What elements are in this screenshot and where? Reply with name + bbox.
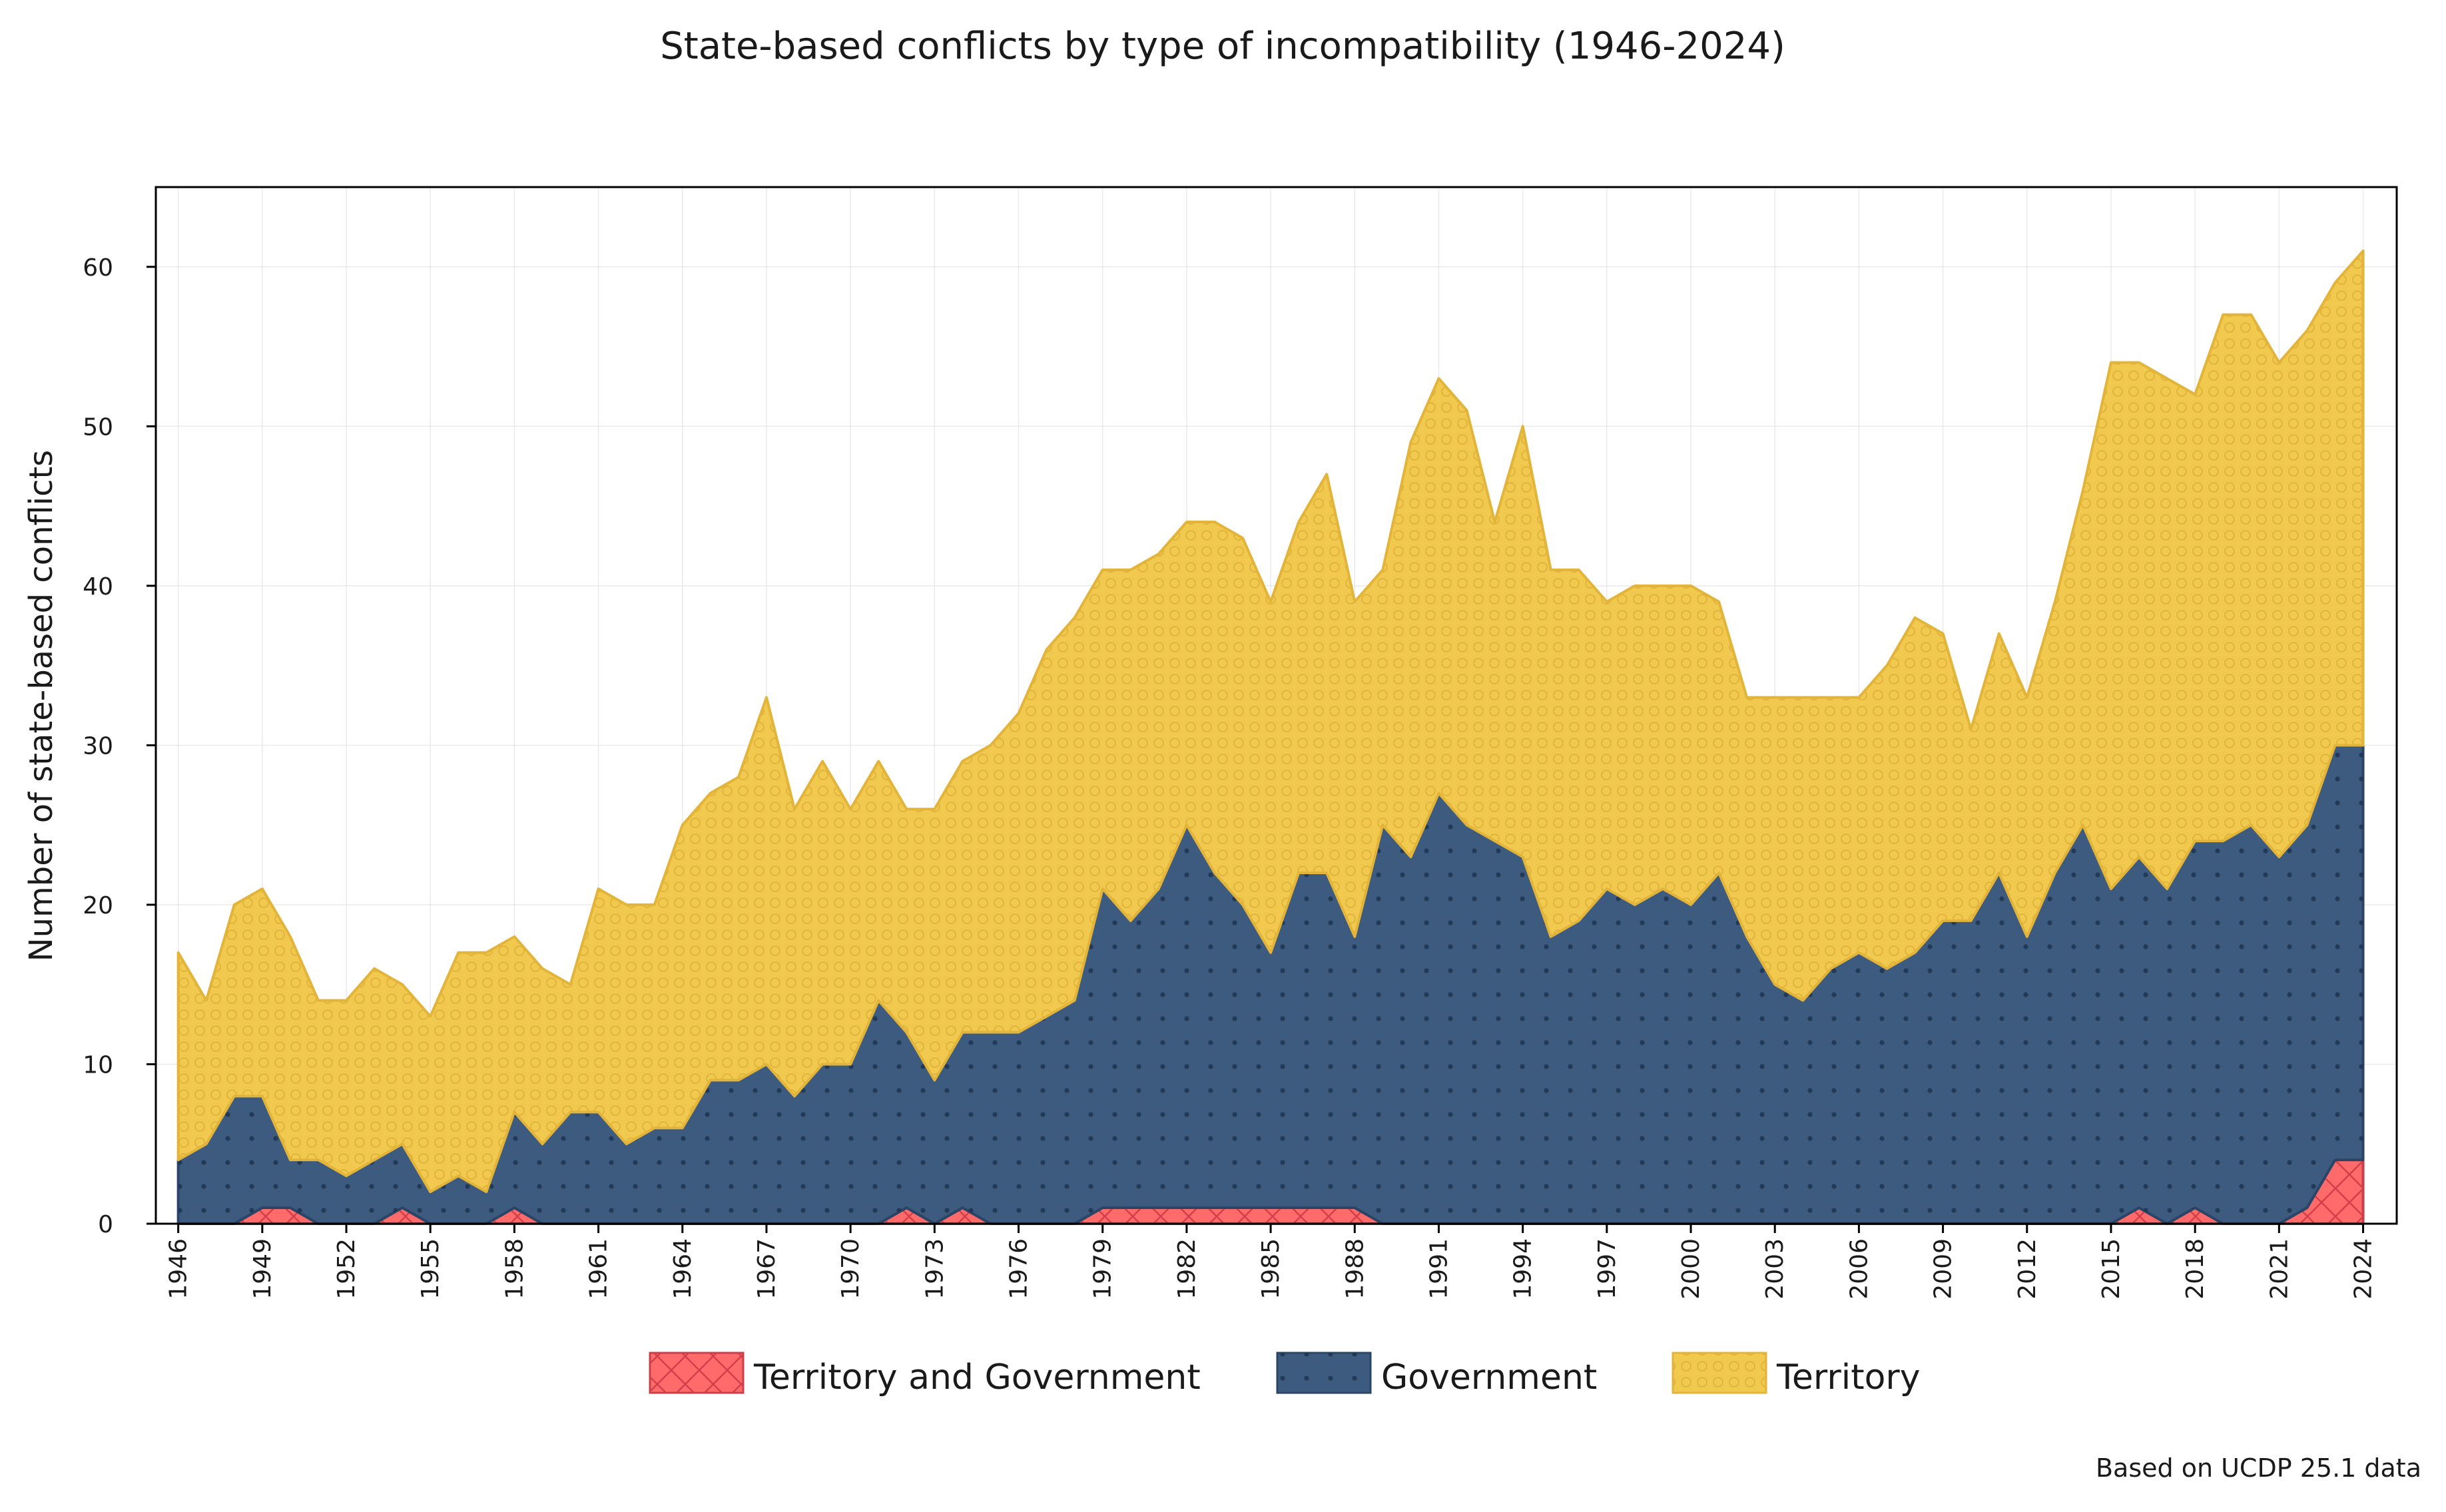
y-tick-label-40: 40 — [83, 573, 113, 601]
area-pattern-territory — [178, 250, 2363, 1192]
x-tick-label-1973: 1973 — [921, 1238, 948, 1300]
legend-swatch-pattern-crosshatch — [650, 1353, 743, 1393]
legend-label-government: Government — [1381, 1358, 1597, 1397]
x-tick-label-1970: 1970 — [837, 1238, 864, 1300]
legend-item-territory: Territory — [1672, 1352, 1921, 1397]
x-tick-label-2006: 2006 — [1845, 1238, 1873, 1300]
legend-swatch-pattern-circles — [1673, 1353, 1766, 1393]
source-caption: Based on UCDP 25.1 data — [2096, 1453, 2421, 1483]
y-tick-label-50: 50 — [83, 413, 113, 441]
x-tick-label-1979: 1979 — [1089, 1238, 1117, 1300]
x-tick-label-1994: 1994 — [1510, 1238, 1537, 1300]
area-pattern-territory-and-government — [178, 1160, 2363, 1224]
x-tick-label-1949: 1949 — [249, 1238, 276, 1300]
y-tick-label-60: 60 — [83, 254, 113, 282]
x-tick-label-2009: 2009 — [1930, 1238, 1957, 1300]
x-tick-label-1955: 1955 — [417, 1238, 444, 1300]
x-tick-label-1982: 1982 — [1173, 1238, 1201, 1300]
x-tick-label-2000: 2000 — [1678, 1238, 1705, 1300]
x-tick-label-1976: 1976 — [1006, 1238, 1033, 1300]
x-tick-label-1964: 1964 — [669, 1238, 697, 1300]
plot-frame — [154, 186, 2398, 1225]
x-tick-label-2012: 2012 — [2014, 1238, 2041, 1300]
legend: Territory and Government Government Terr… — [649, 1352, 1921, 1397]
y-tick-label-10: 10 — [83, 1051, 113, 1079]
y-tick-label-20: 20 — [83, 892, 113, 919]
legend-item-government: Government — [1276, 1352, 1597, 1397]
x-tick-label-1946: 1946 — [165, 1238, 192, 1300]
legend-label-territory-and-government: Territory and Government — [753, 1358, 1201, 1397]
axis-ticks: 1946 1949 1952 1955 1958 1961 1964 1967 1970 1973… — [83, 254, 2377, 1300]
x-tick-label-1985: 1985 — [1257, 1238, 1285, 1300]
x-tick-label-1988: 1988 — [1341, 1238, 1369, 1300]
x-tick-label-2003: 2003 — [1761, 1238, 1789, 1300]
stacked-areas — [176, 249, 2365, 1225]
area-pattern-government — [178, 745, 2363, 1224]
y-axis-label: Number of state-based conflicts — [23, 450, 60, 962]
x-tick-label-2018: 2018 — [2182, 1238, 2209, 1300]
x-tick-label-2021: 2021 — [2266, 1238, 2293, 1300]
x-tick-label-1967: 1967 — [753, 1238, 780, 1300]
legend-label-territory: Territory — [1776, 1358, 1921, 1397]
x-tick-label-2024: 2024 — [2350, 1238, 2377, 1300]
x-tick-label-1952: 1952 — [333, 1238, 360, 1300]
x-tick-label-1961: 1961 — [585, 1238, 613, 1300]
legend-item-territory-and-government: Territory and Government — [649, 1352, 1201, 1397]
y-tick-label-0: 0 — [98, 1211, 113, 1238]
x-tick-label-2015: 2015 — [2098, 1238, 2125, 1300]
legend-swatch-pattern-dots — [1277, 1353, 1371, 1393]
x-tick-label-1991: 1991 — [1425, 1238, 1452, 1300]
x-tick-label-1958: 1958 — [501, 1238, 528, 1300]
x-tick-label-1997: 1997 — [1594, 1238, 1621, 1300]
y-tick-label-30: 30 — [83, 732, 113, 760]
chart-title: State-based conflicts by type of incompa… — [660, 25, 1785, 68]
